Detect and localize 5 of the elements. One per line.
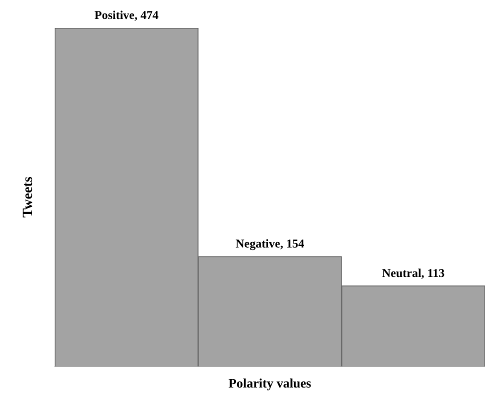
x-axis-title: Polarity values — [228, 376, 312, 391]
data-label: Positive, 474 — [94, 8, 158, 22]
data-label: Neutral, 113 — [382, 266, 445, 280]
y-axis-title: Tweets — [21, 176, 36, 218]
data-label: Negative, 154 — [236, 236, 304, 251]
